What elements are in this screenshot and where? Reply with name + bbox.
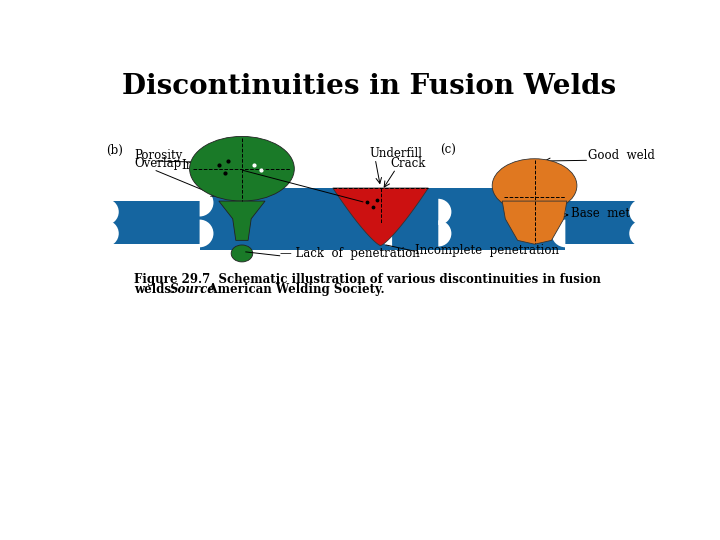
- Text: Good  weld: Good weld: [588, 148, 655, 162]
- Text: Overlap: Overlap: [134, 157, 181, 170]
- Bar: [199, 217, 565, 249]
- Text: welds.: welds.: [134, 284, 184, 296]
- Text: (c): (c): [441, 144, 456, 157]
- Wedge shape: [379, 199, 392, 225]
- Wedge shape: [379, 220, 392, 247]
- Ellipse shape: [492, 159, 577, 213]
- Wedge shape: [106, 220, 119, 247]
- Wedge shape: [552, 189, 565, 217]
- Text: Source: Source: [171, 284, 216, 296]
- Polygon shape: [219, 201, 265, 240]
- Wedge shape: [552, 220, 565, 247]
- Text: Undercut: Undercut: [224, 147, 281, 160]
- Polygon shape: [503, 201, 567, 244]
- Bar: [106, 201, 392, 222]
- Text: (a): (a): [234, 144, 251, 157]
- Bar: [106, 222, 392, 244]
- Ellipse shape: [231, 245, 253, 262]
- Bar: [199, 188, 565, 217]
- Text: Inclusions: Inclusions: [181, 159, 242, 172]
- Text: Incomplete  penetration: Incomplete penetration: [415, 244, 559, 257]
- Text: : American Welding Society.: : American Welding Society.: [200, 284, 385, 296]
- Polygon shape: [333, 188, 428, 246]
- Text: Porosity: Porosity: [134, 148, 182, 162]
- Text: Crack: Crack: [390, 157, 426, 170]
- Text: Base  metal: Base metal: [571, 207, 641, 220]
- Wedge shape: [438, 199, 451, 225]
- Wedge shape: [199, 220, 213, 247]
- Wedge shape: [199, 189, 213, 217]
- Ellipse shape: [189, 137, 294, 201]
- Wedge shape: [629, 220, 642, 247]
- Text: (b): (b): [106, 144, 122, 157]
- Text: Discontinuities in Fusion Welds: Discontinuities in Fusion Welds: [122, 72, 616, 99]
- Bar: [438, 201, 642, 222]
- Wedge shape: [106, 199, 119, 225]
- Bar: [438, 222, 642, 244]
- Text: Underfill: Underfill: [369, 147, 422, 160]
- Wedge shape: [438, 220, 451, 247]
- Text: Figure 29.7  Schematic illustration of various discontinuities in fusion: Figure 29.7 Schematic illustration of va…: [134, 273, 601, 286]
- Wedge shape: [629, 199, 642, 225]
- Text: — Lack  of  penetration: — Lack of penetration: [281, 247, 420, 260]
